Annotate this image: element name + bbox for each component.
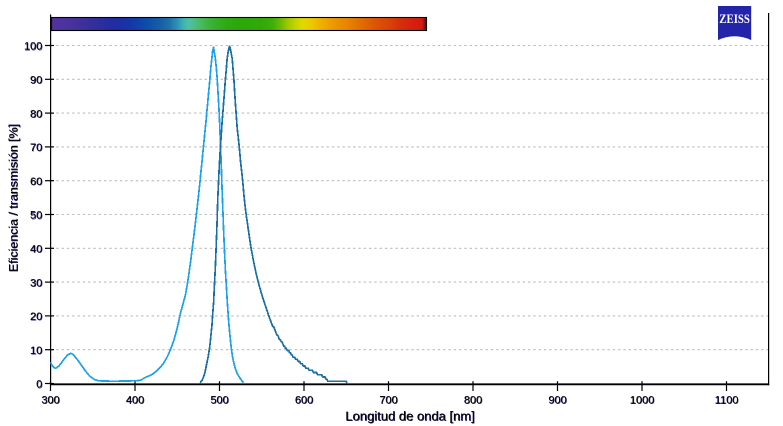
svg-text:70: 70 (31, 143, 43, 155)
svg-text:40: 40 (31, 244, 43, 256)
svg-text:700: 700 (379, 394, 397, 406)
svg-text:300: 300 (42, 395, 60, 407)
svg-text:80: 80 (31, 109, 43, 121)
svg-text:1100: 1100 (715, 394, 739, 406)
svg-text:800: 800 (464, 394, 482, 406)
svg-text:300: 300 (41, 394, 59, 406)
svg-text:30: 30 (30, 277, 42, 289)
svg-text:50: 50 (31, 210, 43, 222)
svg-text:90: 90 (31, 75, 43, 87)
svg-text:100: 100 (25, 41, 43, 53)
svg-text:100: 100 (24, 41, 42, 53)
svg-text:ZEISS: ZEISS (719, 12, 750, 26)
svg-text:60: 60 (31, 177, 43, 189)
svg-text:0: 0 (36, 379, 42, 391)
svg-text:0: 0 (37, 379, 43, 391)
svg-text:500: 500 (211, 395, 229, 407)
svg-text:70: 70 (30, 142, 42, 154)
svg-text:700: 700 (380, 395, 398, 407)
svg-text:800: 800 (464, 395, 482, 407)
svg-text:900: 900 (549, 395, 567, 407)
svg-text:Longitud de onda [nm]: Longitud de onda [nm] (345, 408, 474, 423)
svg-text:Eficiencia / transmisión [%]: Eficiencia / transmisión [%] (7, 124, 21, 272)
svg-text:900: 900 (548, 394, 566, 406)
svg-text:30: 30 (31, 278, 43, 290)
svg-text:600: 600 (295, 394, 313, 406)
svg-text:500: 500 (210, 394, 228, 406)
svg-text:20: 20 (30, 311, 42, 323)
svg-text:600: 600 (295, 395, 313, 407)
svg-text:10: 10 (30, 345, 42, 357)
svg-text:50: 50 (30, 210, 42, 222)
svg-text:1000: 1000 (630, 395, 654, 407)
svg-text:60: 60 (30, 176, 42, 188)
svg-text:Eficiencia / transmisión [%]: Eficiencia / transmisión [%] (7, 124, 21, 272)
svg-text:1100: 1100 (715, 395, 739, 407)
svg-text:40: 40 (30, 244, 42, 256)
svg-text:80: 80 (30, 108, 42, 120)
svg-text:Longitud de onda [nm]: Longitud de onda [nm] (346, 409, 475, 424)
svg-text:400: 400 (126, 394, 144, 406)
svg-text:1000: 1000 (630, 394, 654, 406)
svg-text:90: 90 (30, 75, 42, 87)
svg-text:10: 10 (31, 346, 43, 358)
svg-text:400: 400 (126, 395, 144, 407)
svg-text:20: 20 (31, 312, 43, 324)
